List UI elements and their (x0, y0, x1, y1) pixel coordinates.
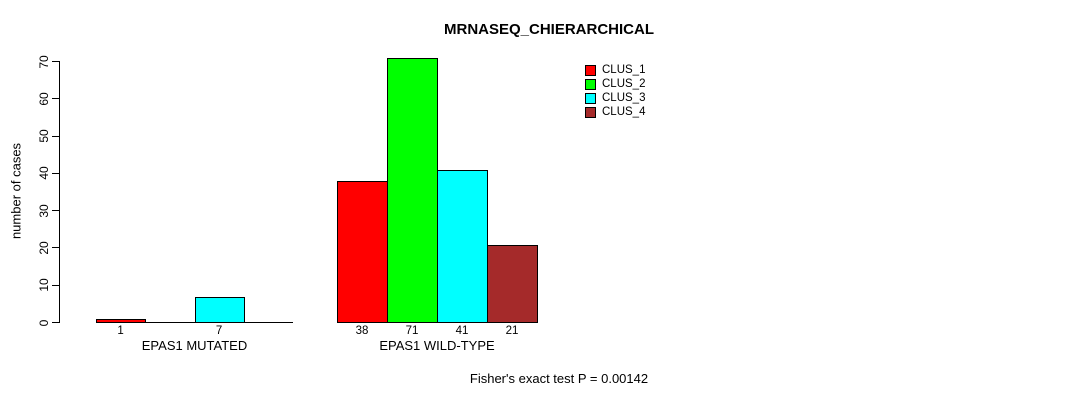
y-axis-line (59, 61, 60, 323)
y-axis-tick (52, 98, 59, 100)
y-axis-tick-label: 10 (37, 278, 51, 292)
y-axis-tick (52, 247, 59, 249)
bar-value-label: 38 (355, 325, 369, 337)
legend-label: CLUS_3 (602, 92, 646, 104)
y-axis-tick (52, 210, 59, 212)
y-axis-tick-label: 70 (37, 54, 51, 69)
bar-value-label: 21 (505, 325, 519, 337)
y-axis-tick (52, 61, 59, 62)
legend-swatch-icon (585, 64, 596, 76)
legend-label: CLUS_1 (602, 64, 646, 76)
y-axis-tick (52, 322, 59, 323)
y-axis-tick-label: 50 (37, 129, 51, 143)
group-label: EPAS1 WILD-TYPE (379, 338, 495, 353)
y-axis-tick-label: 0 (37, 319, 51, 326)
y-axis-tick-label: 20 (37, 241, 51, 255)
bar-clus_1 (337, 181, 388, 323)
bar-clus_2 (387, 58, 438, 323)
y-axis-tick (52, 135, 59, 137)
legend-label: CLUS_2 (602, 78, 646, 90)
chart-title: MRNASEQ_CHIERARCHICAL (443, 21, 655, 38)
y-axis-tick-label: 30 (37, 203, 51, 218)
legend-swatch-icon (585, 106, 596, 118)
bar-clus_1 (96, 319, 147, 323)
legend-swatch-icon (585, 78, 596, 90)
bar-clus_3 (437, 170, 488, 323)
legend: CLUS_1 CLUS_2 CLUS_3 CLUS_4 (585, 63, 645, 119)
bar-value-label: 1 (117, 325, 124, 337)
annotation-fisher-test: Fisher's exact test P = 0.00142 (469, 371, 649, 386)
legend-item: CLUS_1 (585, 63, 645, 77)
y-axis-tick-label: 60 (37, 92, 51, 106)
legend-label: CLUS_4 (602, 106, 646, 118)
bar-clus_4 (487, 245, 538, 323)
bar-value-label: 71 (405, 325, 419, 337)
legend-item: CLUS_2 (585, 77, 645, 91)
bar-value-label: 41 (455, 325, 469, 337)
legend-swatch-icon (585, 92, 596, 104)
group-label: EPAS1 MUTATED (141, 338, 248, 353)
y-axis-tick (52, 284, 59, 286)
bar-value-label: 7 (215, 325, 223, 337)
bar-clus_3 (194, 297, 245, 323)
legend-item: CLUS_3 (585, 91, 645, 105)
y-axis-tick (52, 172, 59, 174)
y-axis-tick-label: 40 (37, 166, 51, 181)
legend-item: CLUS_4 (585, 105, 645, 119)
